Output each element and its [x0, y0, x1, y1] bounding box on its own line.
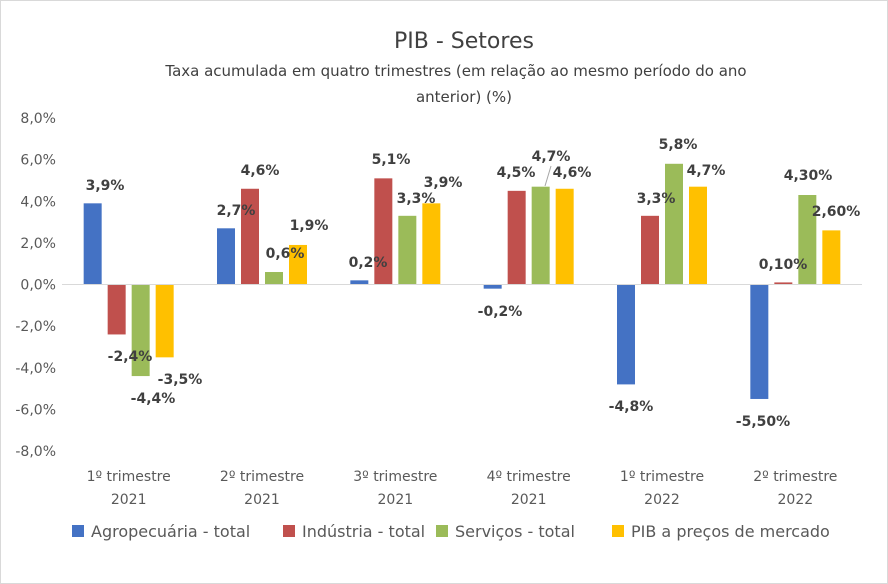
category-label: 1º trimestre — [87, 469, 171, 485]
y-tick-label: 6,0% — [20, 153, 56, 169]
category-label: 4º trimestre — [487, 469, 571, 485]
data-label-4-3: 4,7% — [532, 149, 571, 165]
y-tick-label: -6,0% — [15, 402, 56, 418]
legend-swatch-4 — [612, 525, 624, 537]
bar-1-1 — [83, 203, 102, 285]
bar-3-4 — [422, 203, 441, 285]
bar-5-3 — [665, 163, 683, 285]
data-label-2-4: 1,9% — [290, 218, 329, 234]
bar-6-2 — [774, 282, 793, 285]
bar-2-4 — [289, 244, 307, 285]
y-tick-label: 8,0% — [20, 111, 56, 127]
legend-label-1: Agropecuária - total — [91, 522, 250, 541]
bar-6-1 — [750, 284, 769, 399]
legend-label-3: Serviços - total — [455, 522, 575, 541]
data-label-2-2: 4,6% — [241, 163, 280, 179]
data-label-3-2: 5,1% — [372, 152, 411, 168]
legend-swatch-3 — [436, 525, 448, 537]
bar-1-3 — [131, 284, 150, 377]
bar-2-2 — [241, 188, 259, 285]
data-label-4-2: 4,5% — [497, 165, 536, 181]
data-label-6-4: 2,60% — [812, 204, 861, 220]
bar-4-3 — [531, 186, 550, 285]
data-label-1-1: 3,9% — [86, 178, 125, 194]
leader-lines — [544, 165, 552, 187]
category-label: 2021 — [111, 492, 147, 508]
category-label: 2021 — [244, 492, 280, 508]
bar-2-1 — [217, 228, 235, 285]
data-label-5-4: 4,7% — [687, 163, 726, 179]
y-axis: 8,0% 6,0% 4,0% 2,0% 0,0% -2,0% -4,0% -6,0% -8,0% — [15, 111, 56, 460]
data-label-2-1: 2,7% — [217, 203, 256, 219]
y-tick-label: -2,0% — [15, 319, 56, 335]
y-tick-label: 4,0% — [20, 194, 56, 210]
data-label-5-1: -4,8% — [609, 399, 654, 415]
bar-3-1 — [350, 280, 369, 285]
data-label-4-1: -0,2% — [478, 304, 523, 320]
category-label: 2021 — [511, 492, 547, 508]
y-tick-label: 0,0% — [20, 278, 56, 294]
bar-1-4 — [155, 284, 174, 358]
chart-title: PIB - Setores — [394, 29, 534, 54]
legend-label-2: Indústria - total — [302, 522, 425, 541]
data-label-6-2: 0,10% — [759, 257, 808, 273]
bar-3-2 — [374, 178, 393, 285]
legend-label-4: PIB a preços de mercado — [631, 522, 830, 541]
legend: Agropecuária - total Indústria - total Ser… — [72, 522, 830, 541]
x-axis: 1º trimestre 2021 2º trimestre 2021 3º trime… — [87, 469, 838, 508]
bar-6-3 — [798, 195, 817, 285]
data-label-3-4: 3,9% — [424, 175, 463, 191]
chart-subtitle-line-2: anterior) (%) — [416, 88, 512, 106]
data-label-5-3: 5,8% — [659, 137, 698, 153]
data-label-3-1: 0,2% — [349, 255, 388, 271]
bar-4-1 — [483, 284, 502, 289]
data-label-6-1: -5,50% — [736, 414, 790, 430]
data-label-1-4: -3,5% — [158, 372, 203, 388]
data-label-3-3: 3,3% — [397, 191, 436, 207]
data-label-5-2: 3,3% — [637, 191, 676, 207]
leader-line — [544, 165, 552, 187]
y-tick-label: -8,0% — [15, 444, 56, 460]
y-tick-label: 2,0% — [20, 236, 56, 252]
bar-6-4 — [822, 230, 841, 285]
data-labels: 3,9% 2,7% 0,2% -0,2% -4,8% -5,50% -2,4% 4,6% 5,1… — [86, 137, 861, 430]
chart-subtitle-line-1: Taxa acumulada em quatro trimestres (em … — [164, 62, 746, 80]
data-label-4-4: 4,6% — [553, 165, 592, 181]
category-label: 2º trimestre — [220, 469, 304, 485]
y-tick-label: -4,0% — [15, 361, 56, 377]
data-label-6-3: 4,30% — [784, 168, 833, 184]
data-label-1-2: -2,4% — [108, 349, 153, 365]
legend-swatch-2 — [283, 525, 295, 537]
category-label: 3º trimestre — [353, 469, 437, 485]
bar-2-3 — [265, 272, 283, 285]
bar-3-3 — [398, 215, 417, 285]
data-label-1-3: -4,4% — [131, 391, 176, 407]
bar-4-4 — [555, 188, 574, 285]
bar-5-4 — [689, 186, 707, 285]
legend-swatch-1 — [72, 525, 84, 537]
category-label: 2022 — [778, 492, 814, 508]
data-label-2-3: 0,6% — [266, 246, 305, 262]
category-label: 2022 — [644, 492, 680, 508]
bar-4-2 — [507, 190, 526, 285]
category-label: 2021 — [378, 492, 414, 508]
bars — [83, 163, 841, 399]
bar-1-2 — [107, 284, 126, 335]
category-label: 1º trimestre — [620, 469, 704, 485]
category-label: 2º trimestre — [753, 469, 837, 485]
bar-5-2 — [641, 215, 659, 285]
bar-5-1 — [617, 284, 635, 385]
